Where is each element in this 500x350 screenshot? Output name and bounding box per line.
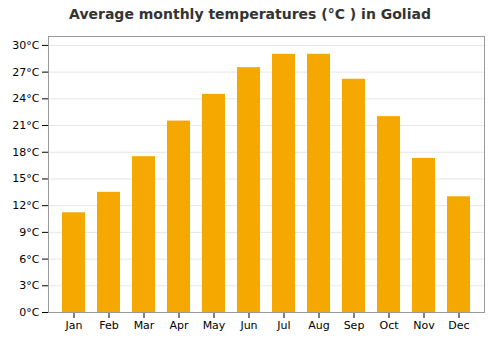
svg-text:Feb: Feb [99, 319, 118, 332]
svg-text:Jun: Jun [239, 319, 257, 332]
svg-text:6°C: 6°C [19, 253, 39, 266]
svg-text:Mar: Mar [134, 319, 155, 332]
svg-text:Nov: Nov [413, 319, 435, 332]
svg-text:21°C: 21°C [12, 119, 39, 132]
svg-text:Dec: Dec [448, 319, 469, 332]
svg-text:Jan: Jan [65, 319, 83, 332]
svg-text:9°C: 9°C [19, 226, 39, 239]
svg-text:Sep: Sep [344, 319, 365, 332]
svg-text:Apr: Apr [169, 319, 189, 332]
svg-text:3°C: 3°C [19, 279, 39, 292]
svg-text:12°C: 12°C [12, 199, 39, 212]
svg-text:May: May [203, 319, 226, 332]
svg-text:30°C: 30°C [12, 39, 39, 52]
html-text:Average monthly temperatures (: Average monthly temperatures (°C ) in Go… [69, 6, 431, 22]
svg-text:27°C: 27°C [12, 66, 39, 79]
svg-text:Oct: Oct [379, 319, 399, 332]
svg-text:Jul: Jul [276, 319, 290, 332]
svg-text:24°C: 24°C [12, 92, 39, 105]
svg-text:Aug: Aug [308, 319, 329, 332]
svg-text:0°C: 0°C [19, 306, 39, 319]
svg-text:18°C: 18°C [12, 146, 39, 159]
svg-text:15°C: 15°C [12, 172, 39, 185]
